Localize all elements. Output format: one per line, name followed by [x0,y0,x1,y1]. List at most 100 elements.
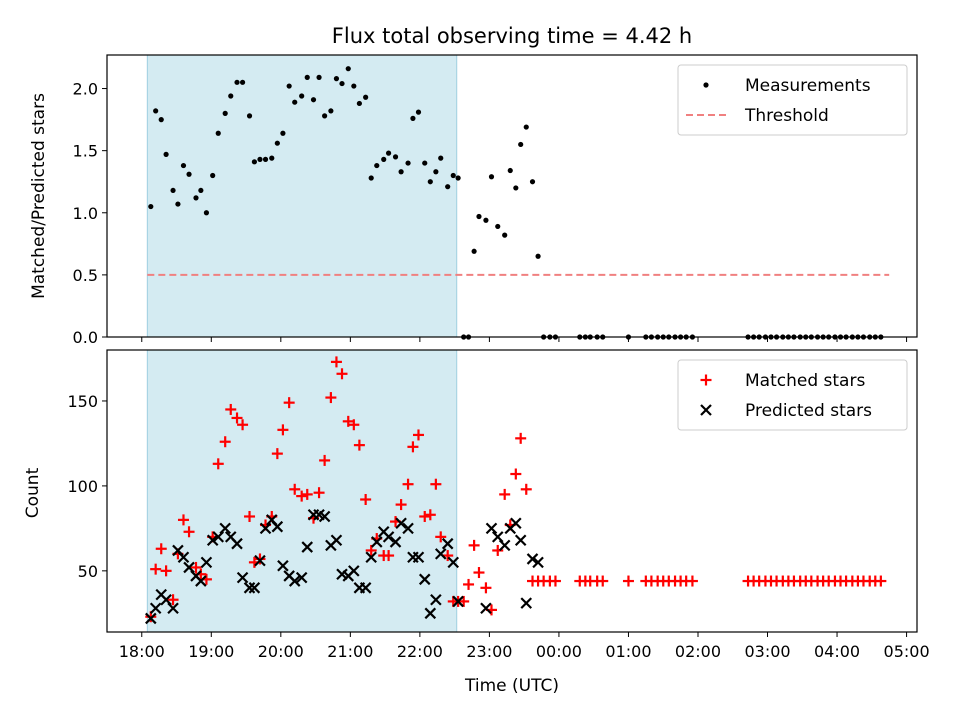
legend-label: Threshold [744,106,829,126]
measurement-point [345,66,351,72]
predicted-star-point [200,556,213,569]
predicted-star-point [498,539,511,552]
matched-star-point [402,478,414,490]
marker-stroke [177,551,190,564]
matched-star-point [296,490,308,502]
predicted-star-point [434,548,447,560]
measurement-point [495,223,501,230]
predicted-star-point [402,522,414,535]
measurement-point [215,130,221,136]
measurement-point [374,162,380,169]
x-tick-label: 00:00 [536,642,582,661]
marker-stroke [532,556,544,569]
predicted-star-point [424,607,437,620]
marker-stroke [514,534,527,547]
matched-star-point [342,415,354,427]
matched-star-point [597,575,609,587]
predicted-star-point [480,602,492,614]
matched-star-point [515,432,527,444]
x-tick-label: 19:00 [188,642,234,661]
marker-stroke [434,548,447,560]
matched-star-point [430,478,442,490]
measurement-point [198,187,204,194]
marker-stroke [271,520,284,533]
marker-stroke [224,531,237,543]
marker-stroke [370,536,383,548]
matched-star-point [155,543,167,555]
marker-stroke [313,509,325,521]
marker-stroke [336,568,348,581]
predicted-star-point [532,556,544,569]
matched-star-point [407,441,419,453]
marker-stroke [700,404,712,416]
measurement-point [269,155,275,161]
measurement-point [398,169,404,175]
measurement-point [703,82,709,88]
marker-stroke [318,510,331,523]
marker-stroke [330,534,343,547]
measurement-point [363,94,369,100]
measurement-point [427,179,433,185]
measurement-point [529,179,536,185]
x-tick-label: 20:00 [258,642,304,661]
legend-label: Measurements [745,76,871,96]
predicted-star-point [195,575,207,587]
marker-stroke [288,575,301,587]
marker-stroke [348,565,360,577]
marker-stroke [145,612,157,625]
measurement-point [193,195,199,201]
marker-stroke [520,597,533,609]
measurement-point [186,171,192,177]
measurement-point [274,140,280,146]
predicted-star-point [254,554,266,567]
matched-star-point [353,439,365,451]
predicted-star-point [149,602,162,614]
marker-stroke [441,537,454,550]
marker-stroke [382,531,395,543]
measurement-point [455,175,461,181]
measurement-point [392,154,399,160]
predicted-star-point [330,534,343,547]
marker-stroke [498,539,511,552]
predicted-star-point [271,520,284,533]
predicted-star-point [520,597,533,609]
y-tick-label: 100 [67,477,98,496]
marker-stroke [206,534,219,547]
matched-star-point [167,594,179,606]
marker-stroke [430,593,442,606]
marker-stroke [167,602,179,614]
marker-stroke [243,582,256,594]
predicted-star-point [447,556,460,569]
matched-star-point [289,483,301,495]
matched-star-point [190,561,202,573]
marker-stroke [266,514,278,526]
top-y-axis-label: Matched/Predicted stars [29,93,49,299]
measurement-point [381,156,387,162]
marker-stroke [195,575,207,587]
matched-stars-series [145,356,887,623]
marker-stroke [424,607,437,620]
measurement-point [476,213,482,220]
matched-star-point [325,392,337,404]
predicted-star-point [248,582,261,594]
bottom-y-axis-label: Count [23,467,43,518]
matched-star-point [549,575,561,587]
legend: Matched stars Predicted stars [677,359,908,431]
predicted-star-point [365,551,377,564]
matched-star-point [336,368,348,380]
measurement-point [203,210,210,216]
y-tick-label: 2.0 [73,80,98,99]
predicted-star-point [206,534,219,547]
marker-stroke [219,522,231,535]
matched-star-point [244,510,256,522]
axes-frame [106,349,918,633]
matched-star-point [177,514,189,526]
marker-stroke [295,571,308,584]
predicted-star-point [288,575,301,587]
matched-star-point [160,565,172,577]
matched-star-point [150,563,162,575]
matched-star-point [458,595,470,607]
legend-label: Predicted stars [745,401,872,421]
matched-star-point [395,499,407,511]
